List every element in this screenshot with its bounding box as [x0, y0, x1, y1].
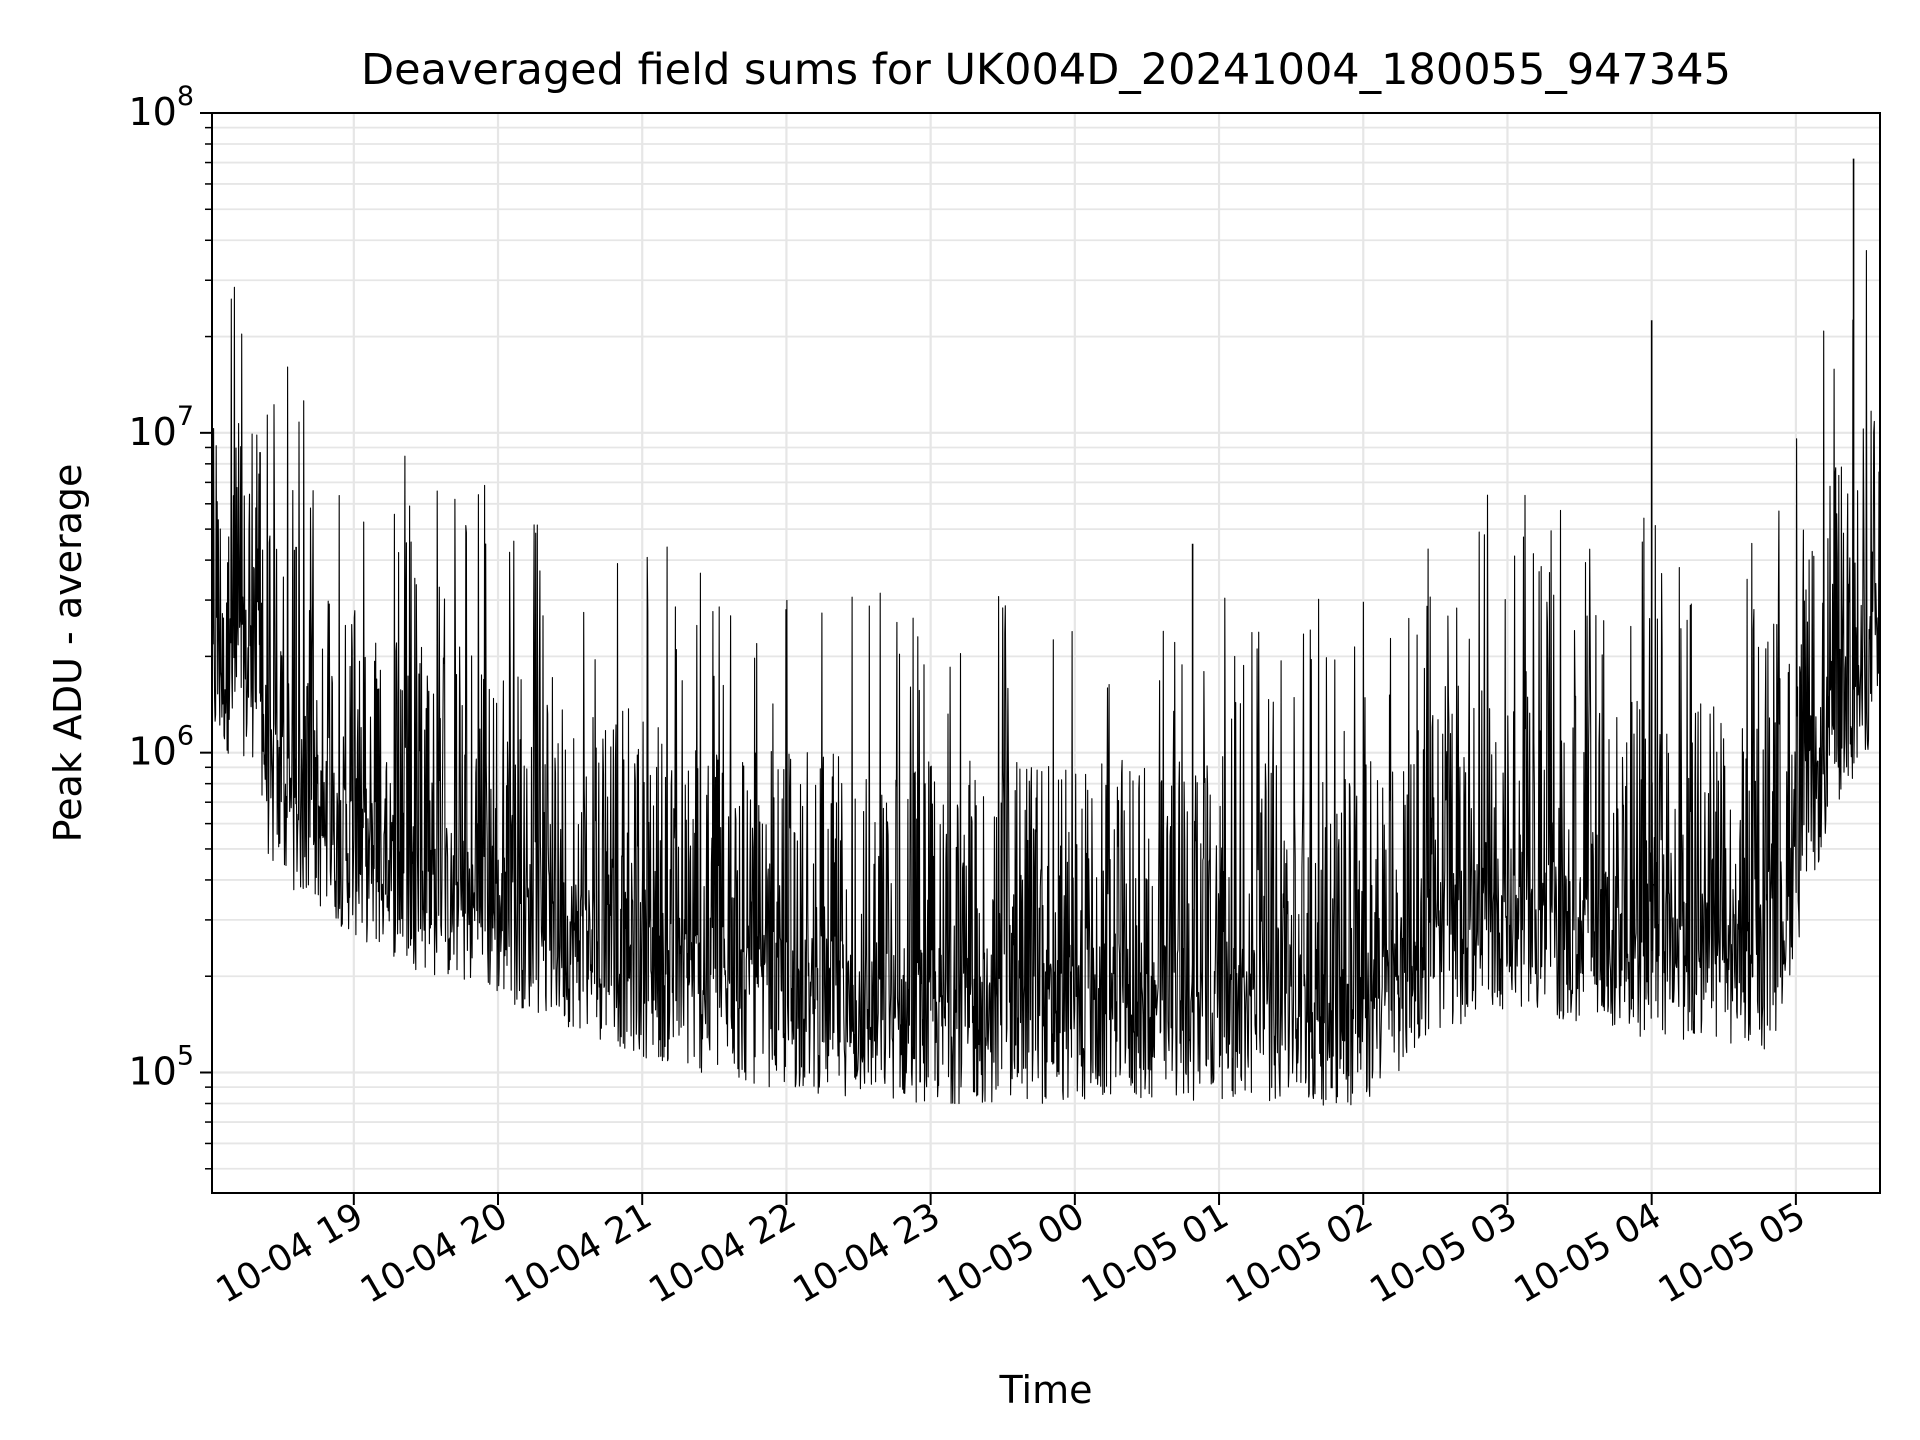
series-line [211, 250, 1881, 1106]
y-tick-label: 108 [128, 81, 194, 134]
y-tick-label: 106 [128, 721, 194, 774]
y-tick-label: 105 [128, 1041, 194, 1094]
chart-title: Deaveraged field sums for UK004D_2024100… [361, 45, 1731, 95]
data-series [211, 158, 1881, 1106]
plot-frame [211, 112, 1881, 1194]
y-tick-label: 107 [128, 401, 194, 454]
x-axis-label: Time [999, 1368, 1093, 1412]
y-axis-label: Peak ADU - average [46, 464, 90, 843]
